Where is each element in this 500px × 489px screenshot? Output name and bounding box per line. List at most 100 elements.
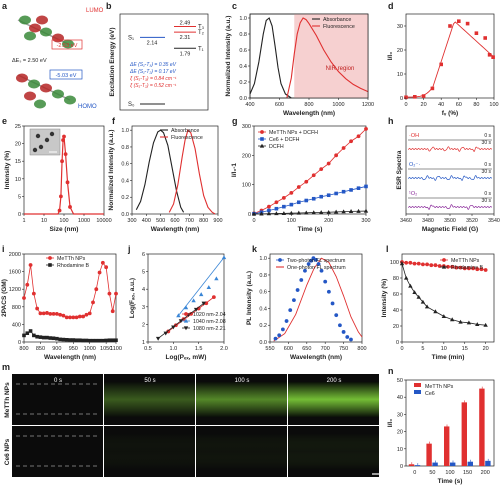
data-point — [408, 283, 413, 288]
y-tick-label: 30 — [397, 24, 403, 30]
panel-b: Excitation Energy (eV) S₁ 2.14 T₃ 2.49 T₂ 2.31… — [109, 13, 209, 111]
panel-label: e — [2, 116, 7, 126]
data-point — [214, 276, 219, 281]
x-axis-label: Wavelength (nm) — [290, 354, 342, 361]
data-point — [483, 36, 487, 40]
y-tick-label: 0 — [400, 464, 403, 470]
data-point — [479, 267, 484, 272]
series-line — [168, 129, 216, 215]
data-point — [341, 330, 346, 334]
level-value: 1.79 — [180, 51, 191, 57]
y-axis-label: ESR Spectra — [396, 150, 403, 189]
data-point — [62, 134, 66, 139]
data-point — [475, 267, 480, 272]
panel-label: b — [106, 1, 112, 11]
data-point — [363, 208, 369, 213]
tem-particle — [32, 147, 38, 153]
data-point — [63, 152, 68, 157]
data-point — [32, 333, 36, 338]
x-tick-label: 10000 — [96, 218, 111, 224]
data-point — [309, 258, 314, 263]
data-point — [364, 184, 368, 189]
data-point — [201, 301, 206, 306]
x-tick-label: 60 — [456, 102, 462, 108]
x-tick-label: 800 — [199, 218, 208, 224]
y-axis-label: Normalized Intensity (a.u.) — [225, 16, 232, 97]
legend-label: MeTTh NPs — [425, 384, 454, 390]
y-tick-label: 5 — [18, 194, 21, 200]
y-tick-label: 20 — [397, 48, 403, 54]
data-point — [48, 336, 53, 340]
data-point — [45, 311, 49, 315]
data-point — [338, 323, 342, 328]
x-axis-label: Wavelength (nm) — [44, 354, 96, 361]
x-tick-label: 1 — [22, 218, 25, 224]
x-axis-label: Time (s) — [298, 226, 323, 233]
data-point — [341, 209, 346, 214]
radical-label: ¹O₂ — [409, 191, 417, 197]
x-tick-label: 3480 — [422, 218, 434, 224]
y-tick-label: 400 — [12, 322, 21, 328]
orbital-lobe — [62, 39, 74, 49]
data-point — [471, 266, 475, 271]
data-point — [58, 337, 62, 342]
data-point — [114, 338, 118, 343]
data-point — [420, 299, 426, 304]
x-tick-label: 500 — [156, 218, 165, 224]
y-tick-label: 80 — [393, 276, 399, 282]
data-point — [282, 204, 286, 209]
y-tick-label: 0 — [18, 340, 21, 346]
legend-label: Two-photon FL spectrum — [287, 258, 346, 264]
data-point — [304, 179, 309, 184]
data-point — [71, 315, 76, 320]
nir-region-label: NIR region — [326, 66, 355, 72]
x-tick-label: 5 — [421, 346, 424, 352]
data-point — [425, 262, 429, 267]
level-value: 2.49 — [180, 21, 191, 27]
data-point — [474, 31, 479, 35]
y-tick-label: 20 — [15, 142, 21, 148]
legend-marker — [48, 256, 52, 260]
data-point — [68, 205, 72, 209]
data-point — [38, 311, 43, 316]
panel-l: 0 5 10 15 20 0 20 40 60 80 100 Time (min) Intensity … — [381, 253, 495, 361]
y-tick-label: 0.8 — [239, 32, 247, 38]
y-tick-label: 0 — [400, 96, 403, 102]
y-tick-label: 25 — [15, 124, 21, 130]
y-tick-label: 0.0 — [121, 212, 129, 218]
data-point — [334, 313, 339, 318]
y-tick-label: 100 — [242, 183, 251, 189]
x-tick-label: 100 — [445, 470, 454, 476]
data-point — [341, 146, 346, 150]
glow-band — [196, 382, 287, 417]
panel-label: d — [388, 1, 394, 11]
y-tick-label: 1.0 — [259, 256, 267, 262]
series-line — [253, 186, 367, 215]
data-point — [403, 275, 409, 280]
x-tick-label: 80 — [473, 102, 479, 108]
y-tick-label: 800 — [12, 305, 21, 311]
legend-label: 1080 nm-2.21 — [193, 326, 226, 332]
y-axis-label: I/I₀ — [387, 52, 394, 60]
homo-energy-box — [49, 69, 83, 80]
legend-label: 1040 nm-2.08 — [193, 319, 226, 325]
row-label: Ce6 NPs — [4, 438, 11, 465]
orbital-lobe — [36, 15, 48, 25]
level-name: T₂ — [198, 30, 205, 36]
legend-swatch — [414, 390, 421, 394]
panel-label: j — [127, 244, 131, 254]
x-tick-label: 40 — [438, 102, 444, 108]
y-tick-label: 50 — [397, 378, 403, 384]
data-point — [277, 333, 282, 338]
lumo-label: LUMO — [86, 8, 104, 14]
data-point — [296, 185, 301, 189]
y-tick-label: 10 — [397, 447, 403, 453]
level-name: T₁ — [198, 46, 204, 52]
x-tick-label: 950 — [69, 346, 78, 352]
data-point — [61, 313, 66, 318]
data-point — [91, 300, 95, 305]
y-tick-label: 30 — [397, 412, 403, 418]
tem-particle — [44, 137, 50, 143]
y-tick-label: 0 — [396, 340, 399, 346]
